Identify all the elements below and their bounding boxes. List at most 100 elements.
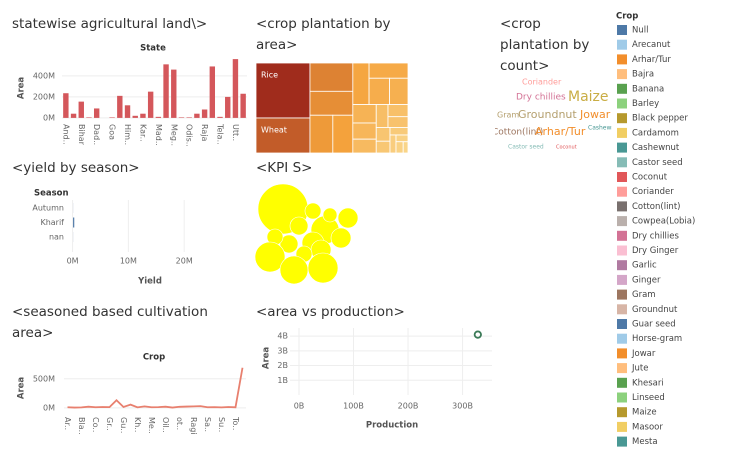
legend-swatch [617,127,627,138]
bar [171,69,177,118]
legend-label: Coriander [632,187,674,197]
x-tick-label: Bihar [77,124,86,146]
legend-label: Jowar [631,349,656,359]
x-axis-label: Production [366,421,418,431]
x-tick-label: 10M [120,257,137,266]
y-tick-label: 500M [33,374,55,383]
bubble [322,207,338,223]
legend-swatch [617,436,627,447]
bar [209,66,216,118]
x-tick-label: Odis.. [185,124,194,147]
panel-title: statewise agricultural land\> [12,16,208,32]
treemap-label: Wheat [261,126,287,135]
bubble [304,202,322,220]
word: Coconut [556,145,577,151]
legend-label: Null [632,26,648,36]
legend-swatch [617,69,627,80]
bar [194,113,200,118]
y-tick-label: 0M [43,113,55,122]
legend-swatch [617,113,627,124]
y-tick-label: 0M [43,403,55,412]
legend-swatch [617,377,627,388]
legend-label: Horse-gram [632,334,682,344]
legend-label: Arhar/Tur [632,55,671,65]
legend-swatch [617,25,627,35]
word: Arhar/Tur [535,125,586,138]
legend-label: Masoor [632,422,663,432]
legend-swatch [617,54,627,65]
treemap-cell [352,122,377,140]
legend-swatch [617,407,627,418]
treemap-cell [387,104,409,118]
bar [225,96,231,118]
y-tick-label: 4B [277,332,288,341]
legend-swatch [617,363,627,374]
x-tick-label: 100B [343,402,364,411]
legend-label: Castor seed [632,158,683,168]
panel-title: <crop plantation by area> [256,16,391,53]
bar [186,117,192,118]
treemap-cell [368,77,390,105]
bar [72,217,75,228]
panel-title: <seasoned based cultivation area> [12,304,208,341]
x-tick-label: Mad.. [154,124,163,146]
treemap-cell [389,127,409,136]
y-tick-label: 3B [277,346,288,355]
treemap-cell [389,77,409,105]
treemap-cell [375,140,391,154]
treemap-cell [352,138,377,154]
x-tick-label: Co.. [91,417,100,432]
legend-swatch [617,289,627,300]
bar [93,108,100,118]
x-tick-label: 300B [452,402,473,411]
panel-title: <crop plantation by count> [500,16,590,74]
treemap-cell [375,127,391,142]
panel-title: <yield by season> [12,160,140,176]
treemap-cell [387,116,409,128]
bar [201,109,208,118]
x-tick-label: Sa.. [203,417,212,432]
legend-label: Dry chillies [632,231,680,241]
bubble [289,216,309,236]
legend-swatch [617,245,627,256]
x-tick-label: Me.. [147,417,156,434]
bar [155,116,162,118]
y-tick-label: 2B [277,361,288,370]
legend-swatch [617,230,627,241]
x-tick-label: Raja [200,124,209,142]
x-tick-label: 0B [294,402,305,411]
bar [240,93,246,118]
legend-label: Cotton(lint) [632,202,680,212]
legend-swatch [617,333,627,344]
x-tick-label: Kar.. [138,124,147,142]
x-tick-label: Gu.. [119,417,128,433]
y-tick-label: 200M [33,92,55,101]
legend-label: Black pepper [632,114,688,124]
bar [140,113,146,118]
legend-label: Guar seed [632,320,676,330]
legend-label: Bajra [632,70,654,80]
y-axis-label: Area [262,347,272,370]
treemap-cell [255,117,311,154]
treemap-cell [395,141,404,154]
bubble [337,207,359,229]
word: Dry chillies [516,93,566,103]
word: Cashewnut [588,125,622,132]
bar [117,95,123,118]
y-axis-label: Area [17,77,27,100]
x-tick-label: 0M [67,257,79,266]
treemap-cell [352,62,370,105]
legend-swatch [617,260,627,271]
treemap-cell [402,141,409,154]
bar [232,59,239,118]
treemap-cell [395,134,409,143]
bar [78,101,84,118]
x-tick-label: 20M [176,257,193,266]
y-tick-label: Autumn [32,204,64,213]
legend-label: Banana [632,84,664,94]
legend-label: Groundnut [632,305,678,315]
y-axis-label: Area [17,377,27,400]
bar [124,105,131,118]
bubble [279,255,309,285]
legend-title: Crop [616,12,638,22]
